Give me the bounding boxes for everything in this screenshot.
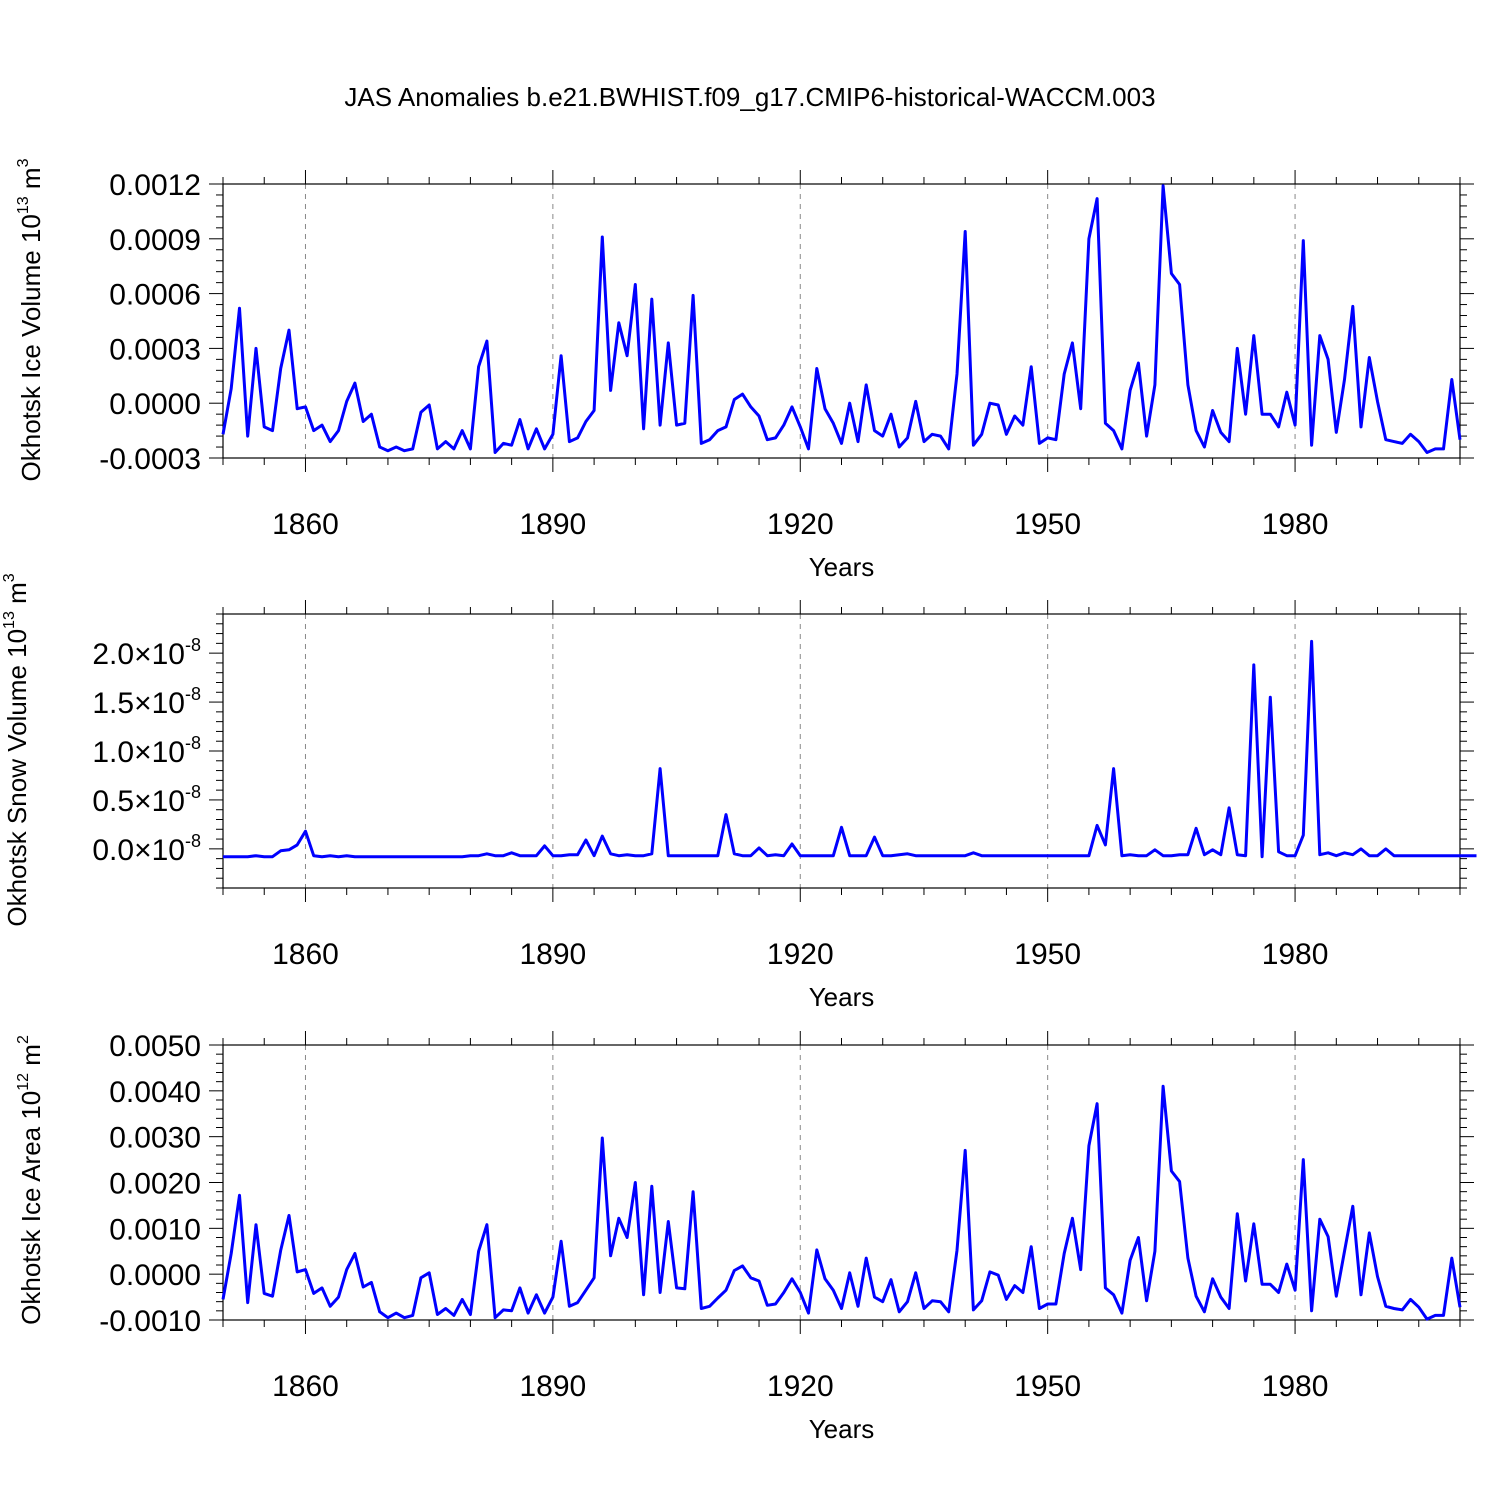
y-axis-label: Okhotsk Ice Area 1012 m2 (15, 1035, 46, 1325)
y-tick-label: 1.5×10-8 (92, 684, 201, 720)
y-tick-label: 0.0000 (109, 388, 201, 421)
series-line (221, 1084, 1462, 1321)
y-tick-label: 0.0020 (109, 1168, 201, 1201)
x-axis-label: Years (809, 982, 875, 1012)
plot-frame (222, 613, 1461, 889)
x-tick-label: 1980 (1262, 508, 1329, 541)
x-tick-label: 1920 (767, 508, 834, 541)
x-axis-label: Years (809, 552, 875, 582)
x-axis-label: Years (809, 1414, 875, 1444)
y-tick-label: 0.0030 (109, 1122, 201, 1155)
chart-title: JAS Anomalies b.e21.BWHIST.f09_g17.CMIP6… (344, 82, 1156, 112)
x-tick-label: 1890 (519, 508, 586, 541)
y-tick-label: 0.0050 (109, 1030, 201, 1063)
y-tick-label: -0.0003 (99, 443, 201, 476)
x-tick-label: 1980 (1262, 938, 1329, 971)
x-tick-label: 1890 (519, 938, 586, 971)
y-tick-label: 0.0010 (109, 1213, 201, 1246)
y-tick-label: 2.0×10-8 (92, 635, 201, 671)
x-tick-label: 1920 (767, 938, 834, 971)
panel-ice-volume: -0.0003 0.0000 0.0003 0.0006 0.0009 0.0012 186… (15, 158, 1474, 582)
y-tick-label: 0.0012 (109, 169, 201, 202)
panel-ice-area: -0.0010 0.0000 0.0010 0.0020 0.0030 0.0040 0.0… (15, 1030, 1474, 1444)
y-axis-label: Okhotsk Ice Volume 1013 m3 (15, 158, 46, 481)
x-tick-label: 1860 (272, 1370, 339, 1403)
x-tick-label: 1920 (767, 1370, 834, 1403)
x-tick-label: 1860 (272, 938, 339, 971)
y-tick-label: 0.0006 (109, 279, 201, 312)
x-tick-label: 1860 (272, 508, 339, 541)
y-tick-label: 0.0040 (109, 1076, 201, 1109)
series-line (221, 184, 1462, 454)
x-tick-label: 1890 (519, 1370, 586, 1403)
series-line (223, 639, 1477, 859)
plot-frame (222, 183, 1461, 459)
plot-frame (222, 1044, 1461, 1321)
x-tick-label: 1980 (1262, 1370, 1329, 1403)
y-tick-label: 0.0003 (109, 333, 201, 366)
x-tick-label: 1950 (1014, 938, 1081, 971)
y-tick-label: -0.0010 (99, 1305, 201, 1338)
y-tick-label: 0.0×10-8 (92, 831, 201, 867)
y-tick-label: 0.0009 (109, 224, 201, 257)
y-tick-label: 0.5×10-8 (92, 782, 201, 818)
panel-snow-volume: 0.0×10-8 0.5×10-8 1.0×10-8 1.5×10-8 2.0×10-8… (1, 573, 1477, 1012)
x-tick-label: 1950 (1014, 508, 1081, 541)
x-tick-label: 1950 (1014, 1370, 1081, 1403)
y-tick-label: 1.0×10-8 (92, 733, 201, 769)
y-axis-label: Okhotsk Snow Volume 1013 m3 (1, 573, 32, 926)
y-tick-label: 0.0000 (109, 1259, 201, 1292)
